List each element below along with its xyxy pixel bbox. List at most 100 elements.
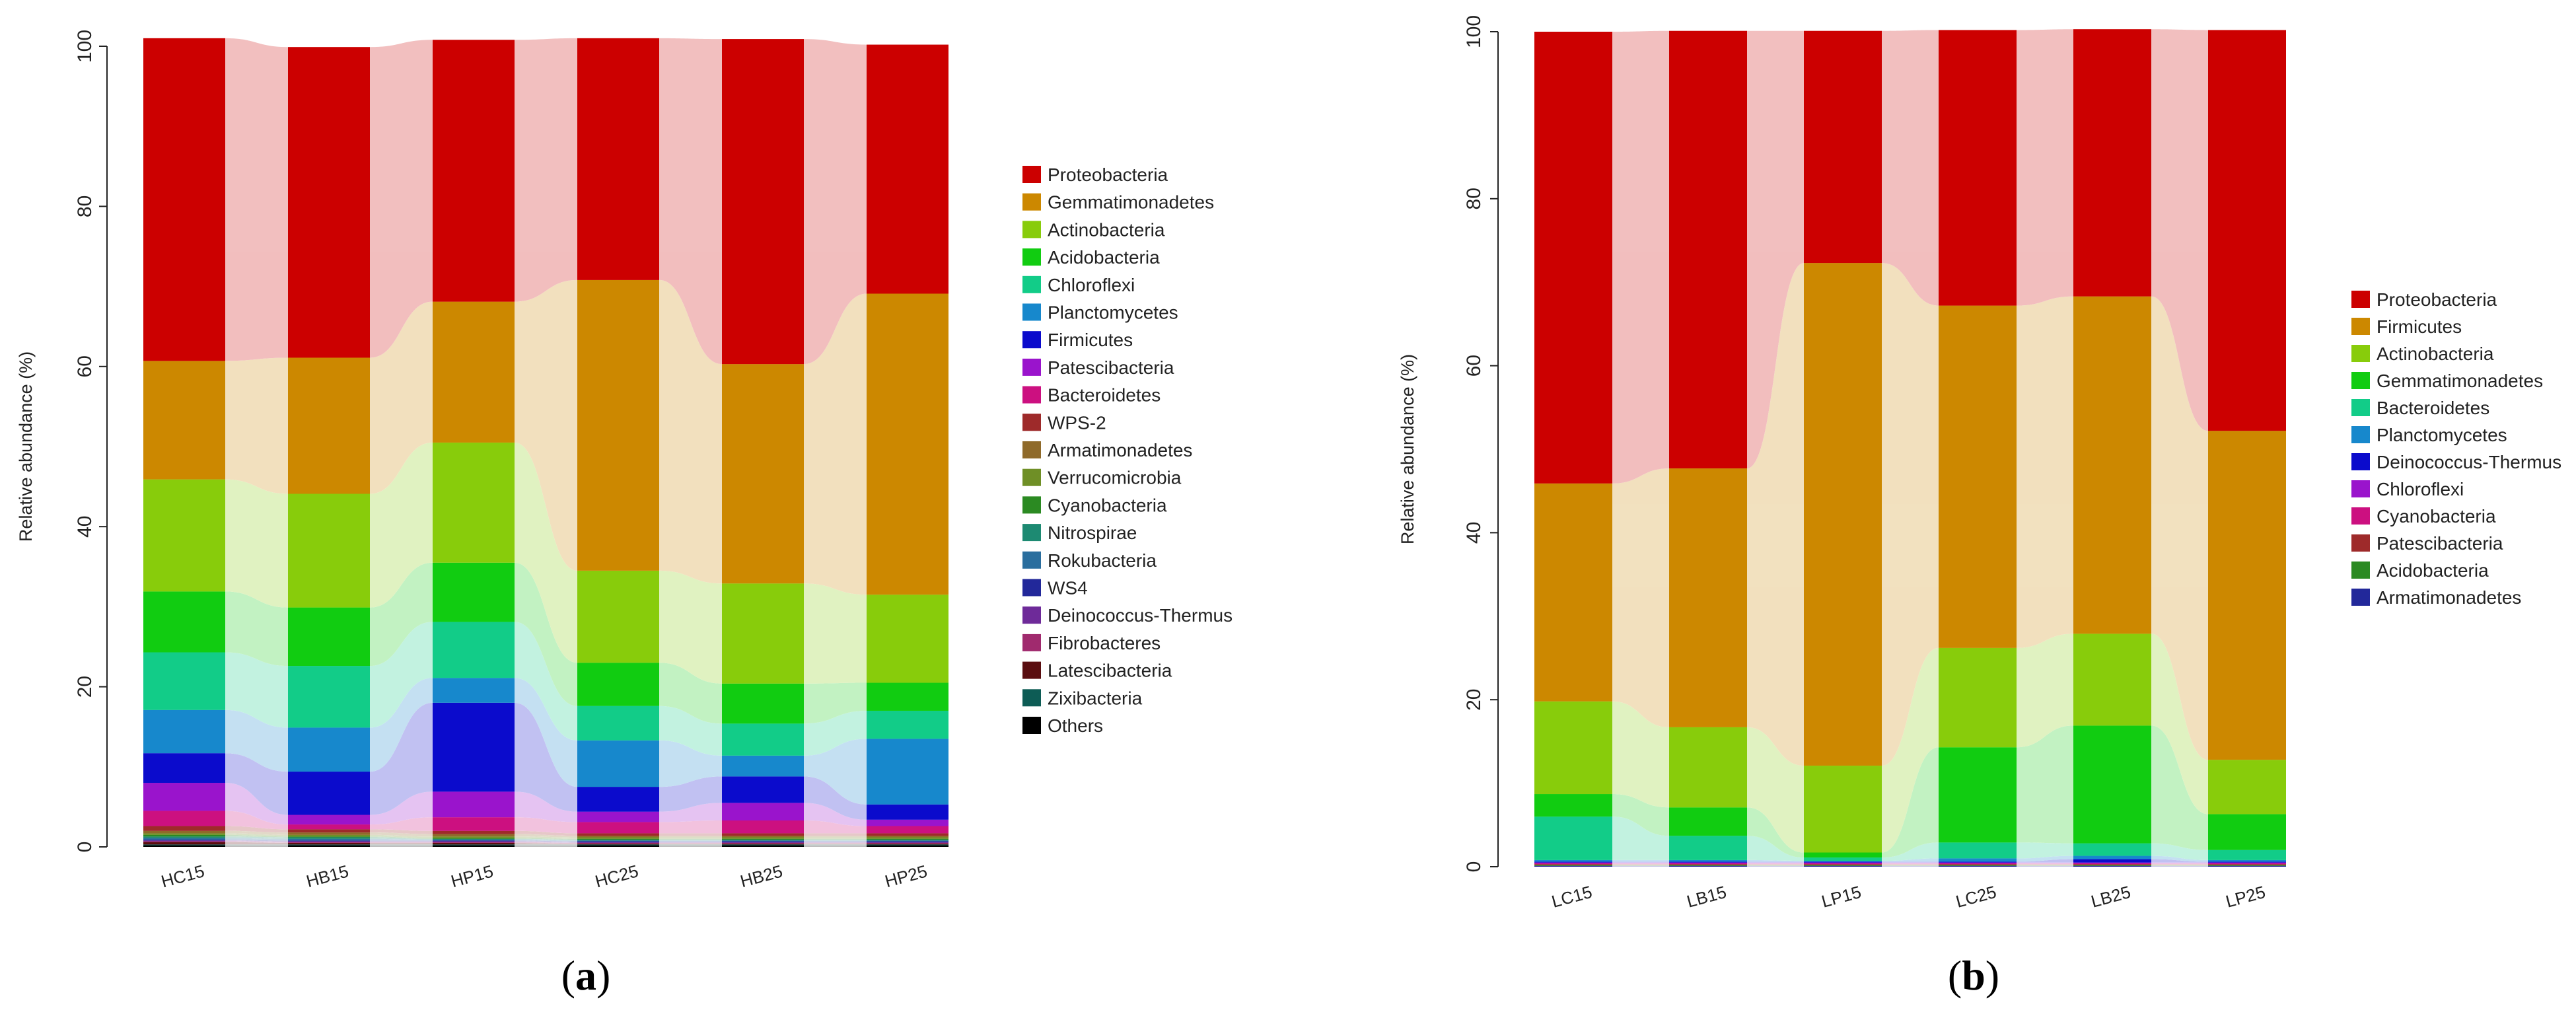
legend-swatch [2351,291,2370,308]
bar-segment-hp15-zixibacteria [433,844,515,846]
x-tick-label-lc15: LC15 [1550,882,1594,912]
legend-swatch [1022,634,1041,651]
bar-segment-hp15-bacteroidetes [433,817,515,831]
bar-segment-hb15-firmicutes [288,772,370,815]
legend-label: Others [1048,715,1103,736]
legend-swatch [1022,414,1041,431]
legend-item-verrucomicrobia: Verrucomicrobia [1022,468,1182,488]
legend-item-chloroflexi: Chloroflexi [1022,275,1135,295]
legend-item-acidobacteria: Acidobacteria [1022,247,1160,268]
legend-label: Acidobacteria [2377,560,2489,581]
bar-segment-hb15-zixibacteria [288,844,370,846]
bar-segment-lc25-planctomycetes [1939,858,2017,862]
bar-segment-hp25-others [867,845,948,847]
bar-segment-hp15-proteobacteria [433,40,515,302]
legend-swatch [1022,358,1041,376]
x-tick-label-lc25: LC25 [1954,882,1999,912]
legend-swatch [2351,372,2370,389]
bar-segment-hb25-proteobacteria [722,39,804,365]
bar-segment-hp15-others [433,845,515,847]
bar-segment-hb25-others [722,845,804,847]
bar-segment-lp15-deinococcus-thermus [1804,861,1882,863]
bar-segment-lp25-actinobacteria [2208,760,2286,815]
bar-segment-hb15-wps-2 [288,829,370,833]
bar-segment-hc15-acidobacteria [143,591,225,653]
bar-segment-hc15-bacteroidetes [143,811,225,826]
bar-segment-hp25-bacteroidetes [867,826,948,834]
bar-segment-hp25-proteobacteria [867,44,948,294]
bar-segment-lc15-armatimonadetes [1534,865,1612,867]
bar-segment-hb15-verrucomicrobia [288,834,370,837]
bar-segment-lb15-cyanobacteria [1669,863,1747,865]
legend-item-proteobacteria: Proteobacteria [1022,164,1168,185]
legend-item-armatimonadetes: Armatimonadetes [2351,587,2521,608]
flow-band-acidobacteria [143,562,948,724]
bar-segment-hp25-wps-2 [867,833,948,836]
bar-segment-hc15-chloroflexi [143,652,225,710]
y-tick-label: 0 [1463,861,1485,873]
bar-segment-hp25-fibrobacteres [867,842,948,844]
legend-label: WPS-2 [1048,412,1106,433]
legend-item-chloroflexi: Chloroflexi [2351,479,2464,499]
legend-swatch [1022,717,1041,734]
bar-segment-hb25-actinobacteria [722,583,804,684]
legend-item-patescibacteria: Patescibacteria [1022,357,1174,378]
bar-segment-hc25-wps-2 [577,833,659,836]
legend-label: Firmicutes [2377,316,2462,337]
flow-bands [143,38,948,847]
legend-swatch [1022,166,1041,183]
bar-segment-hp15-cyanobacteria [433,838,515,839]
x-tick-label-hp15: HP15 [448,861,495,891]
legend-item-ws4: WS4 [1022,578,1088,599]
legend-label: Fibrobacteres [1048,633,1161,653]
bar-segment-hp15-armatimonadetes [433,834,515,837]
bar-segment-lc25-proteobacteria [1939,30,2017,306]
bar-segment-hb15-proteobacteria [288,47,370,358]
legend-label: Bacteroidetes [2377,398,2489,418]
bar-segment-hc15-wps-2 [143,826,225,831]
y-axis-title: Relative abundance (%) [16,351,36,542]
legend-swatch [2351,453,2370,470]
bar-segment-lp25-cyanobacteria [2208,863,2286,865]
legend-item-others: Others [1022,715,1103,736]
bar-segment-lb25-gemmatimonadetes [2073,725,2151,844]
bar-segment-hb25-cyanobacteria [722,838,804,840]
bars [1534,29,2286,867]
bar-segment-hc15-zixibacteria [143,844,225,846]
legend-item-acidobacteria: Acidobacteria [2351,560,2489,581]
bar-segment-hp25-zixibacteria [867,844,948,846]
bar-segment-hp15-wps-2 [433,830,515,834]
bar-segment-lp15-gemmatimonadetes [1804,852,1882,858]
flow-band-patescibacteria [1534,864,2286,865]
legend-item-proteobacteria: Proteobacteria [2351,289,2497,310]
legend-swatch [1022,579,1041,597]
bar-segment-hp25-chloroflexi [867,710,948,739]
legend-swatch [1022,441,1041,458]
bar-segment-hc25-acidobacteria [577,663,659,706]
bar-segment-hp15-planctomycetes [433,678,515,703]
x-tick-label-hc25: HC25 [593,861,641,891]
flow-band-armatimonadetes [1534,865,2286,867]
legend-swatch [2351,562,2370,579]
bar-segment-hp15-patescibacteria [433,791,515,818]
bar-segment-hb15-bacteroidetes [288,824,370,830]
bar-segment-lp15-actinobacteria [1804,766,1882,853]
legend-label: Deinococcus-Thermus [1048,605,1233,626]
legend-label: Cyanobacteria [1048,495,1167,515]
bar-segment-hc15-latescibacteria [143,842,225,845]
axis-group: 0 20 40 60 80 100 Relative abundance (%) [16,30,108,852]
legend-swatch [1022,303,1041,321]
bar-segment-hp25-cyanobacteria [867,838,948,840]
bar-segment-hb25-fibrobacteres [722,842,804,844]
panel-label-b: (b) [1948,952,1999,999]
bar-segment-hb25-patescibacteria [722,803,804,821]
bar-segment-lp15-firmicutes [1804,263,1882,766]
bar-segment-hc15-gemmatimonadetes [143,361,225,480]
legend-label: Verrucomicrobia [1048,468,1182,488]
bar-segment-lc25-gemmatimonadetes [1939,747,2017,843]
bar-segment-hc15-planctomycetes [143,709,225,754]
bar-segment-lc15-gemmatimonadetes [1534,794,1612,817]
bar-segment-hc25-gemmatimonadetes [577,279,659,571]
bar-segment-hc25-planctomycetes [577,740,659,787]
